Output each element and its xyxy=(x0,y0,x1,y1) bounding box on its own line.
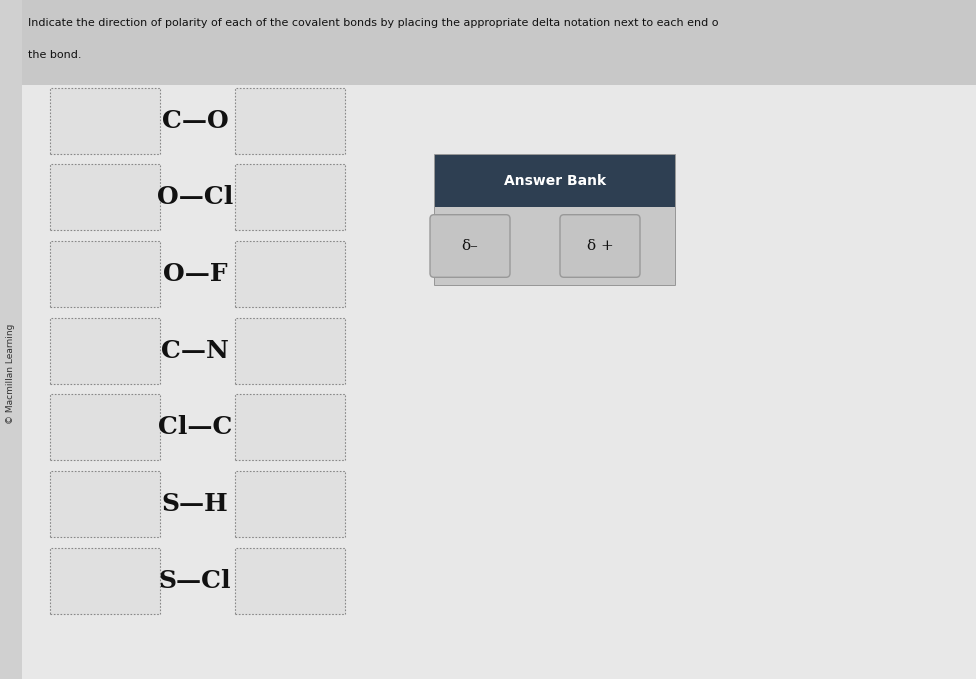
Text: C—N: C—N xyxy=(161,339,229,363)
Bar xyxy=(235,241,345,307)
Bar xyxy=(50,318,160,384)
Bar xyxy=(235,394,345,460)
Bar xyxy=(235,88,345,154)
Bar xyxy=(435,155,675,285)
Text: δ–: δ– xyxy=(462,239,478,253)
Bar xyxy=(0,0,22,679)
Text: O—F: O—F xyxy=(163,262,227,286)
FancyBboxPatch shape xyxy=(560,215,640,277)
Bar xyxy=(435,155,675,207)
Bar xyxy=(235,164,345,230)
Bar xyxy=(50,241,160,307)
Bar xyxy=(50,471,160,537)
Text: δ +: δ + xyxy=(587,239,613,253)
Bar xyxy=(235,471,345,537)
Text: Cl—C: Cl—C xyxy=(158,415,232,439)
Bar xyxy=(50,88,160,154)
Text: © Macmillan Learning: © Macmillan Learning xyxy=(7,323,16,424)
Bar xyxy=(435,207,675,285)
Text: the bond.: the bond. xyxy=(28,50,82,60)
Bar xyxy=(235,318,345,384)
Text: Indicate the direction of polarity of each of the covalent bonds by placing the : Indicate the direction of polarity of ea… xyxy=(28,18,718,28)
Bar xyxy=(50,548,160,614)
Bar xyxy=(50,164,160,230)
Text: Answer Bank: Answer Bank xyxy=(504,174,606,188)
Text: S—Cl: S—Cl xyxy=(159,569,231,593)
Text: O—Cl: O—Cl xyxy=(157,185,233,209)
Bar xyxy=(235,548,345,614)
Text: C—O: C—O xyxy=(162,109,228,133)
FancyBboxPatch shape xyxy=(430,215,510,277)
Bar xyxy=(22,0,976,85)
Text: S—H: S—H xyxy=(162,492,228,516)
Bar xyxy=(50,394,160,460)
